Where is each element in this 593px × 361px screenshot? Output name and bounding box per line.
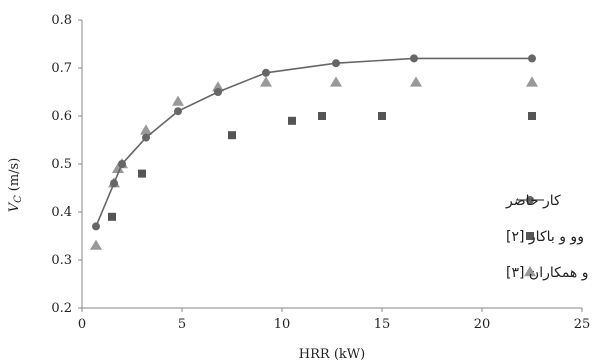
data-point: [140, 124, 152, 135]
data-point: [288, 116, 296, 125]
data-point: [138, 169, 146, 178]
legend: کار حاضر وو و باکار [۲] لی و همکاران [۳]: [505, 193, 593, 281]
x-tick-label: 0: [78, 317, 86, 332]
data-point: [90, 239, 102, 250]
svg-text:VC(m/s): VC (m/s): [7, 158, 24, 213]
legend-symbol: [524, 266, 536, 277]
y-tick-label: 0.7: [51, 61, 72, 76]
data-point: [214, 88, 222, 96]
legend-label: وو و باکار [۲]: [506, 229, 584, 245]
data-point: [174, 107, 182, 116]
legend-item: وو و باکار [۲]: [506, 229, 584, 245]
legend-symbol: [526, 196, 534, 204]
axes: 0 5 10 15 20 25 0.2 0.3 0.4 0.5 0.6 0.7 0.8: [51, 13, 590, 332]
y-tick-label: 0.6: [51, 109, 72, 124]
legend-label: لی و همکاران [۳]: [506, 265, 593, 281]
data-point: [142, 133, 150, 142]
data-point: [92, 222, 100, 231]
series-line: [95, 57, 532, 227]
y-tick-label: 0.2: [51, 301, 72, 316]
legend-item: لی و همکاران [۳]: [506, 265, 593, 281]
x-tick-label: 5: [178, 317, 186, 332]
y-axis-title-unit: (m/s): [7, 158, 22, 192]
data-point: [172, 95, 184, 106]
x-tick-label: 25: [574, 317, 591, 332]
series-3: [90, 76, 538, 250]
data-point: [410, 54, 418, 63]
data-point: [262, 68, 270, 77]
y-axis-title-var: V: [7, 201, 22, 212]
x-axis-title: HRR (kW): [299, 347, 365, 361]
data-point: [228, 131, 236, 140]
data-point: [318, 112, 326, 120]
data-point: [410, 76, 422, 87]
data-point: [260, 76, 272, 87]
y-axis-title: VC (m/s): [7, 158, 24, 213]
data-point: [526, 76, 538, 87]
data-point: [330, 76, 342, 87]
data-point: [108, 212, 116, 221]
series-layer: [90, 54, 538, 250]
data-point: [378, 112, 386, 120]
y-tick-label: 0.8: [51, 13, 72, 28]
series-2: [108, 112, 536, 221]
x-tick-label: 20: [474, 317, 491, 332]
legend-symbol: [526, 232, 534, 240]
data-point: [118, 160, 126, 168]
y-tick-label: 0.3: [51, 253, 72, 268]
data-point: [212, 81, 224, 92]
x-tick-label: 15: [374, 317, 391, 332]
data-point: [110, 179, 118, 188]
legend-item: کار حاضر: [505, 193, 561, 209]
y-tick-label: 0.5: [51, 157, 72, 172]
series-1: [92, 54, 536, 231]
x-tick-label: 10: [274, 317, 291, 332]
legend-label: کار حاضر: [505, 193, 561, 209]
data-point: [332, 59, 340, 68]
y-axis-title-sub: C: [13, 195, 24, 203]
data-point: [528, 54, 536, 63]
data-point: [528, 112, 536, 120]
y-tick-label: 0.4: [51, 205, 72, 220]
